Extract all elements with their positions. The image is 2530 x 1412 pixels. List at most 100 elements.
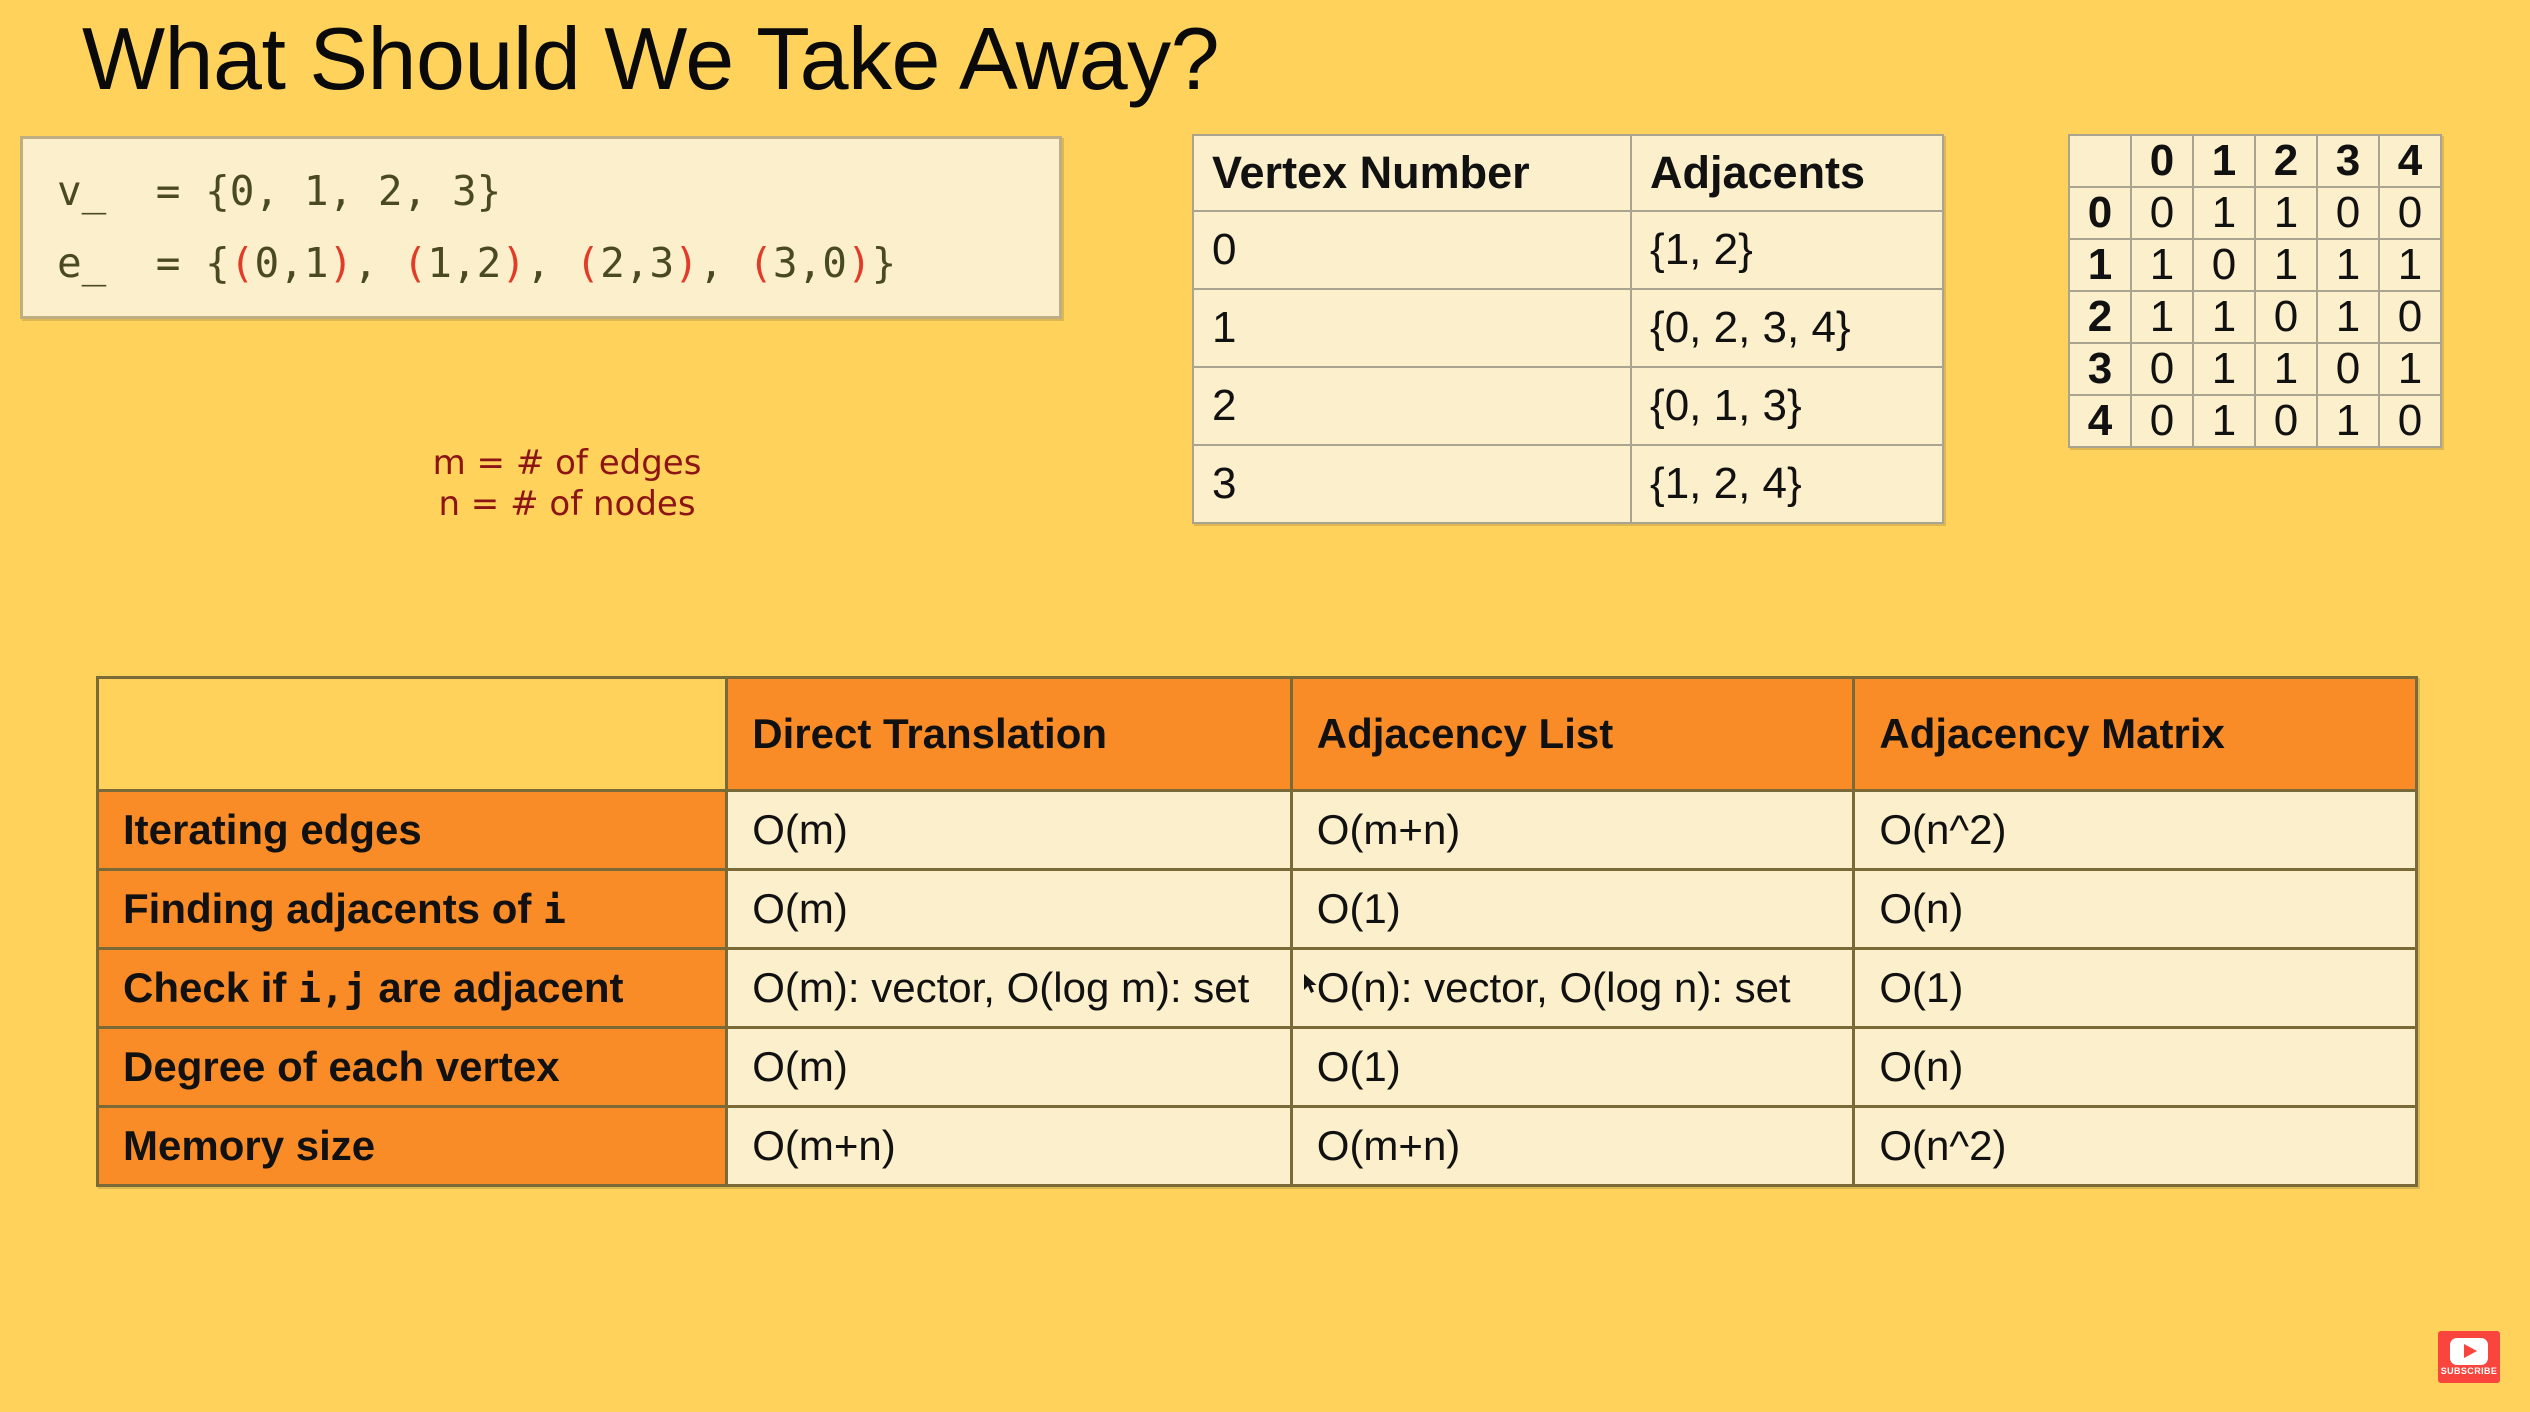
col-header-adjacents: Adjacents bbox=[1630, 134, 1944, 212]
table-row: 1 {0, 2, 3, 4} bbox=[1192, 288, 1944, 368]
matrix-row-header: 4 bbox=[2068, 394, 2132, 448]
vertex-number-cell: 1 bbox=[1192, 288, 1632, 368]
comparison-value-cell: O(1) bbox=[1852, 947, 2418, 1029]
adjacents-cell: {1, 2} bbox=[1630, 210, 1944, 290]
comparison-row: Memory size O(m+n) O(m+n) O(n^2) bbox=[95, 1105, 2418, 1187]
comparison-value-cell: O(n^2) bbox=[1852, 1105, 2418, 1187]
comparison-value-cell: O(m) bbox=[725, 1026, 1293, 1108]
matrix-value-cell: 0 bbox=[2130, 342, 2194, 396]
code-paren-close: ) bbox=[501, 239, 527, 287]
adjacents-cell: {1, 2, 4} bbox=[1630, 444, 1944, 524]
page-title: What Should We Take Away? bbox=[82, 9, 1220, 108]
vertex-number-cell: 0 bbox=[1192, 210, 1632, 290]
col-header-vertex-number: Vertex Number bbox=[1192, 134, 1632, 212]
matrix-value-cell: 0 bbox=[2254, 394, 2318, 448]
subscribe-label: SUBSCRIBE bbox=[2440, 1366, 2498, 1376]
comparison-row-label: Check if i,j are adjacent bbox=[95, 947, 729, 1029]
matrix-value-cell: 1 bbox=[2130, 290, 2194, 344]
matrix-row-header: 2 bbox=[2068, 290, 2132, 344]
adjacents-cell: {0, 2, 3, 4} bbox=[1630, 288, 1944, 368]
matrix-col-header: 1 bbox=[2192, 134, 2256, 188]
matrix-col-header: 2 bbox=[2254, 134, 2318, 188]
comparison-row-label: Degree of each vertex bbox=[95, 1026, 729, 1108]
comparison-value-cell: O(n) bbox=[1852, 868, 2418, 950]
code-paren-close: ) bbox=[846, 239, 872, 287]
comparison-row: Iterating edges O(m) O(m+n) O(n^2) bbox=[95, 789, 2418, 871]
code-snippet-box: v_ = {0, 1, 2, 3} e_ = {(0,1), (1,2), (2… bbox=[20, 136, 1062, 319]
matrix-value-cell: 0 bbox=[2316, 186, 2380, 240]
matrix-value-cell: 0 bbox=[2130, 394, 2194, 448]
code-identifier: i,j bbox=[298, 967, 367, 1011]
matrix-value-cell: 1 bbox=[2192, 290, 2256, 344]
comparison-corner-cell bbox=[95, 676, 729, 792]
code-edge-pair: 0,1 bbox=[254, 239, 329, 287]
comparison-value-cell: O(m) bbox=[725, 868, 1293, 950]
code-edge-pair: 2,3 bbox=[600, 239, 675, 287]
comparison-row-label: Iterating edges bbox=[95, 789, 729, 871]
comparison-col-header: Adjacency List bbox=[1289, 676, 1856, 792]
matrix-col-header: 0 bbox=[2130, 134, 2194, 188]
matrix-value-cell: 0 bbox=[2254, 290, 2318, 344]
matrix-col-header: 3 bbox=[2316, 134, 2380, 188]
table-row: 0 {1, 2} bbox=[1192, 210, 1944, 290]
code-paren-open: ( bbox=[575, 239, 601, 287]
adjacents-cell: {0, 1, 3} bbox=[1630, 366, 1944, 446]
code-paren-open: ( bbox=[229, 239, 255, 287]
matrix-value-cell: 1 bbox=[2316, 290, 2380, 344]
comparison-value-cell: O(1) bbox=[1289, 1026, 1856, 1108]
matrix-value-cell: 1 bbox=[2254, 238, 2318, 292]
comparison-row: Check if i,j are adjacent O(m): vector, O… bbox=[95, 947, 2418, 1029]
comparison-row: Degree of each vertex O(m) O(1) O(n) bbox=[95, 1026, 2418, 1108]
matrix-value-cell: 1 bbox=[2378, 342, 2442, 396]
table-row: 3 {1, 2, 4} bbox=[1192, 444, 1944, 524]
comparison-value-cell: O(1) bbox=[1289, 868, 1856, 950]
code-edge-pair: 1,2 bbox=[427, 239, 502, 287]
matrix-value-cell: 0 bbox=[2378, 186, 2442, 240]
matrix-value-cell: 0 bbox=[2130, 186, 2194, 240]
table-header-row: Vertex Number Adjacents bbox=[1192, 134, 1944, 212]
matrix-value-cell: 1 bbox=[2378, 238, 2442, 292]
comparison-value-cell: O(m): vector, O(log m): set bbox=[725, 947, 1293, 1029]
code-identifier: i bbox=[543, 888, 566, 932]
complexity-comparison-table: Direct Translation Adjacency List Adjacenc… bbox=[95, 676, 2418, 1187]
matrix-value-cell: 1 bbox=[2316, 394, 2380, 448]
comparison-col-header: Adjacency Matrix bbox=[1852, 676, 2418, 792]
label-text: Finding adjacents of bbox=[123, 885, 544, 932]
comparison-row: Finding adjacents of i O(m) O(1) O(n) bbox=[95, 868, 2418, 950]
matrix-value-cell: 1 bbox=[2192, 186, 2256, 240]
comparison-value-cell: O(n^2) bbox=[1852, 789, 2418, 871]
legend-line-nodes: n = # of nodes bbox=[438, 484, 696, 525]
matrix-value-cell: 0 bbox=[2192, 238, 2256, 292]
matrix-col-header: 4 bbox=[2378, 134, 2442, 188]
matrix-value-cell: 1 bbox=[2254, 186, 2318, 240]
matrix-value-cell: 0 bbox=[2316, 342, 2380, 396]
code-paren-close: ) bbox=[328, 239, 354, 287]
comparison-header-row: Direct Translation Adjacency List Adjacenc… bbox=[95, 676, 2418, 792]
vertex-number-cell: 2 bbox=[1192, 366, 1632, 446]
legend-line-edges: m = # of edges bbox=[432, 443, 702, 483]
code-edge-pair: 3,0 bbox=[772, 239, 847, 287]
youtube-subscribe-badge[interactable]: SUBSCRIBE bbox=[2438, 1331, 2500, 1383]
comparison-value-cell: O(n): vector, O(log n): set bbox=[1289, 947, 1856, 1029]
matrix-value-cell: 1 bbox=[2316, 238, 2380, 292]
matrix-value-cell: 0 bbox=[2378, 394, 2442, 448]
label-text: Memory size bbox=[123, 1122, 376, 1169]
matrix-value-cell: 1 bbox=[2192, 342, 2256, 396]
comparison-row-label: Memory size bbox=[95, 1105, 729, 1187]
code-line-vertices: v_ = {0, 1, 2, 3} bbox=[57, 167, 502, 215]
label-text: Check if bbox=[123, 964, 299, 1011]
matrix-value-cell: 1 bbox=[2192, 394, 2256, 448]
comparison-col-header: Direct Translation bbox=[725, 676, 1293, 792]
code-paren-close: ) bbox=[674, 239, 699, 287]
comparison-value-cell: O(n) bbox=[1852, 1026, 2418, 1108]
matrix-row-header: 0 bbox=[2068, 186, 2132, 240]
matrix-value-cell: 0 bbox=[2378, 290, 2442, 344]
code-line-edges: e_ = {(0,1), (1,2), (2,3), (3,0)} bbox=[57, 239, 897, 287]
